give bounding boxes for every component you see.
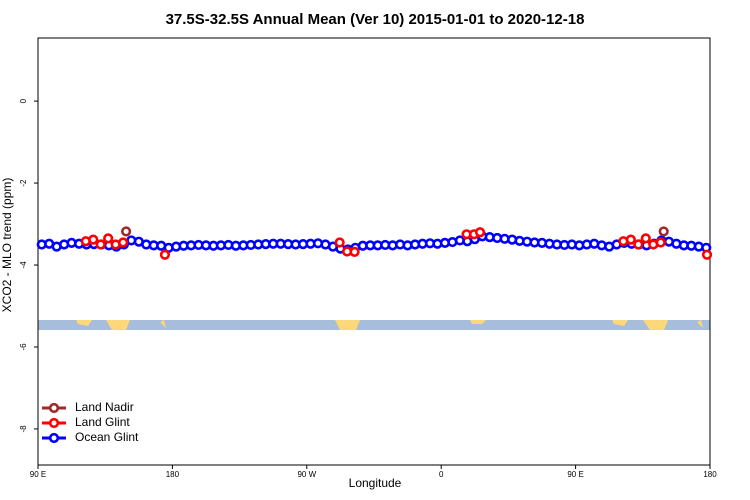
y-tick-label: -8 — [19, 425, 28, 433]
point — [95, 239, 106, 250]
point — [334, 237, 345, 248]
legend-label: Land Nadir — [75, 400, 134, 414]
x-tick-label: 90 E — [567, 470, 583, 479]
point — [655, 237, 666, 248]
legend-label: Ocean Glint — [75, 430, 139, 444]
point — [121, 226, 132, 237]
point — [658, 226, 669, 237]
point — [103, 233, 114, 244]
chart-title: 37.5S-32.5S Annual Mean (Ver 10) 2015-01… — [166, 11, 585, 28]
legend-marker — [48, 417, 60, 429]
point — [633, 239, 644, 250]
map-strip — [38, 320, 710, 330]
point — [625, 234, 636, 245]
point — [118, 237, 129, 248]
point — [88, 234, 99, 245]
point — [701, 249, 713, 260]
x-tick-label: 90 W — [297, 470, 316, 479]
x-tick-label: 180 — [166, 470, 180, 479]
x-tick-label: 180 — [703, 470, 717, 479]
legend-label: Land Glint — [75, 415, 130, 429]
x-tick-label: 0 — [439, 470, 444, 479]
y-tick-label: -2 — [19, 179, 28, 187]
point — [159, 249, 171, 260]
x-tick-label: 90 E — [30, 470, 46, 479]
y-tick-label: 0 — [19, 98, 28, 103]
y-tick-label: -4 — [19, 261, 28, 269]
legend-marker — [48, 402, 60, 414]
point — [474, 227, 486, 238]
x-axis-label: Longitude — [349, 476, 402, 490]
y-axis-label: XCO2 - MLO trend (ppm) — [0, 178, 14, 313]
y-tick-label: -6 — [19, 343, 28, 351]
point — [349, 246, 360, 258]
legend-marker — [48, 432, 60, 444]
point — [640, 233, 651, 244]
